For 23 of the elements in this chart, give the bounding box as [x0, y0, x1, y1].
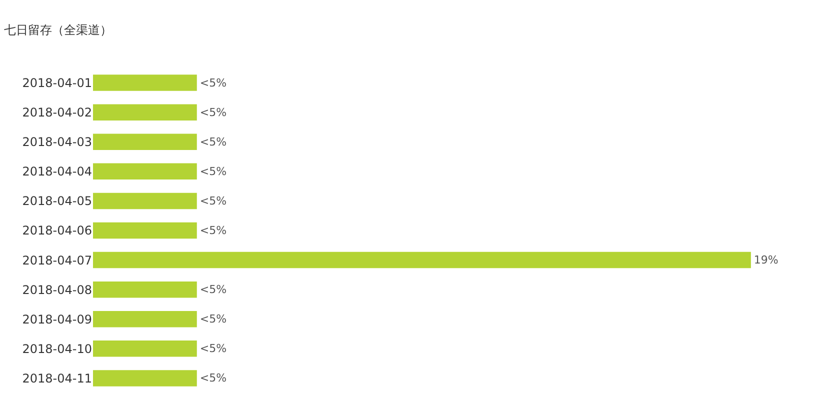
- data-label: <5%: [200, 224, 227, 238]
- y-tick-label: 2018-04-10: [22, 342, 92, 356]
- chart-title: 七日留存（全渠道）: [4, 23, 112, 37]
- data-label: <5%: [200, 194, 227, 208]
- y-tick-label: 2018-04-11: [22, 371, 92, 386]
- data-label: <5%: [200, 135, 227, 148]
- data-label: 19%: [754, 254, 778, 267]
- y-tick-label: 2018-04-06: [22, 224, 92, 238]
- y-tick-label: 2018-04-02: [22, 106, 92, 120]
- data-label: <5%: [200, 106, 227, 119]
- data-label: <5%: [200, 76, 227, 90]
- y-tick-label: 2018-04-05: [22, 194, 92, 208]
- data-label: <5%: [200, 372, 227, 385]
- data-label: <5%: [200, 312, 227, 326]
- data-label: <5%: [200, 283, 227, 296]
- y-tick-label: 2018-04-08: [22, 282, 92, 297]
- y-tick-label: 2018-04-01: [22, 76, 92, 90]
- y-tick-label: 2018-04-07: [22, 253, 92, 268]
- y-tick-label: 2018-04-04: [22, 164, 92, 179]
- y-tick-label: 2018-04-03: [22, 135, 92, 150]
- data-label: <5%: [200, 164, 227, 178]
- y-tick-label: 2018-04-09: [22, 312, 92, 326]
- data-label: <5%: [200, 342, 227, 356]
